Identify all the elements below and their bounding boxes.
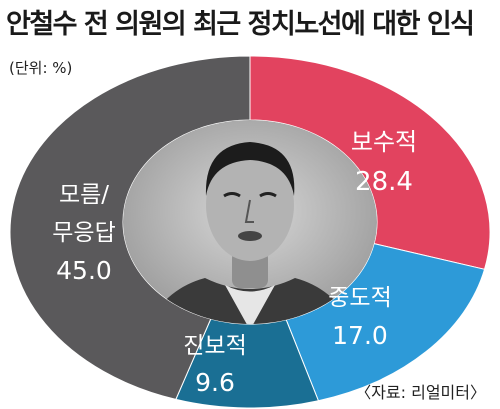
chart-title: 안철수 전 의원의 최근 정치노선에 대한 인식 — [6, 9, 475, 40]
source-note: 〈자료: 리얼미터〉 — [355, 383, 486, 402]
center-photo — [123, 120, 377, 324]
unit-note: (단위: %) — [9, 59, 73, 77]
value-no-answer: 45.0 — [56, 256, 112, 285]
value-conservative: 28.4 — [355, 167, 413, 197]
value-progressive: 9.6 — [195, 368, 235, 397]
label-conservative: 보수적 — [351, 128, 417, 156]
donut-slices — [9, 55, 491, 409]
label-moderate: 중도적 — [328, 285, 391, 311]
label-progressive: 진보적 — [183, 333, 246, 359]
value-moderate: 17.0 — [332, 321, 388, 350]
slice-labels: 보수적 28.4 중도적 17.0 진보적 9.6 모름/무응답 45.0 — [52, 128, 417, 397]
label-no-answer: 모름/무응답 — [52, 182, 115, 246]
